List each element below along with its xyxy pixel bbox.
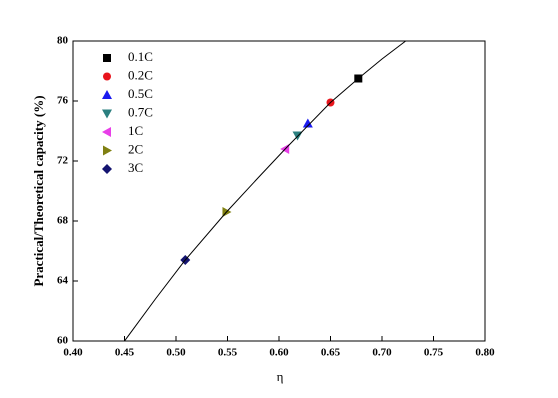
x-tick-label: 0.65 [321, 347, 341, 359]
x-tick-label: 0.60 [269, 347, 289, 359]
legend-label: 0.2C [128, 67, 153, 82]
x-tick-label: 0.70 [372, 347, 392, 359]
y-tick-label: 72 [57, 155, 69, 167]
legend-marker [103, 145, 112, 156]
legend-label: 2C [128, 141, 143, 156]
legend-marker [102, 127, 111, 137]
x-tick-label: 0.40 [63, 347, 83, 359]
y-tick-label: 60 [57, 335, 69, 347]
y-axis-label: Practical/Theoretical capacity (%) [31, 95, 46, 286]
legend-label: 0.5C [128, 86, 153, 101]
legend-label: 0.7C [128, 104, 153, 119]
data-point [302, 118, 313, 128]
fit-curve [124, 40, 406, 342]
x-tick-label: 0.55 [218, 347, 238, 359]
y-tick-label: 68 [57, 215, 69, 227]
legend-marker [102, 164, 112, 174]
legend-marker [103, 54, 111, 62]
x-tick-label: 0.80 [475, 347, 495, 359]
y-tick-label: 76 [57, 95, 69, 107]
legend-marker [103, 72, 111, 81]
legend-marker [102, 90, 112, 99]
legend-marker [102, 109, 112, 119]
legend-label: 1C [128, 123, 143, 138]
x-axis-label: η [277, 369, 284, 384]
legend-label: 3C [128, 160, 143, 175]
x-tick-label: 0.45 [115, 347, 135, 359]
x-tick-label: 0.75 [424, 347, 444, 359]
legend-label: 0.1C [128, 49, 153, 64]
y-tick-label: 64 [57, 275, 69, 287]
y-tick-label: 80 [57, 35, 69, 47]
x-tick-label: 0.50 [166, 347, 186, 359]
